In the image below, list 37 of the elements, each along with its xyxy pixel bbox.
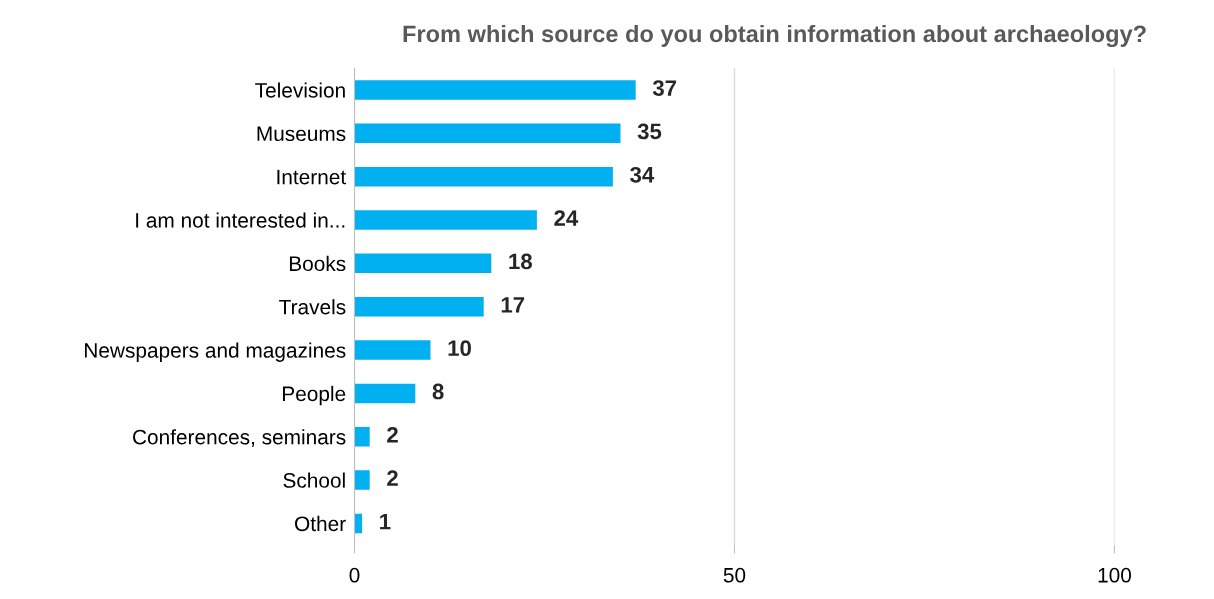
x-tick-label: 50 [723, 567, 746, 583]
data-label: 10 [448, 340, 471, 356]
y-tick-label: Travels [279, 299, 346, 315]
data-label: 2 [387, 426, 398, 443]
bar [354, 383, 416, 404]
y-tick-label: People [283, 385, 346, 406]
y-tick-label: Newspapers and magazines [85, 342, 346, 362]
data-label: 1 [380, 513, 391, 530]
data-label: 8 [432, 383, 444, 400]
bar [354, 426, 370, 447]
bar [354, 470, 370, 490]
y-tick-label: I am not interested in... [136, 212, 345, 228]
data-label: 17 [501, 297, 525, 313]
y-tick-label: Conferences, seminars [133, 429, 346, 447]
y-tick-label: School [283, 472, 345, 488]
data-label: 24 [554, 210, 579, 226]
y-tick-label: Books [289, 255, 346, 272]
x-tick-label: 0 [349, 567, 360, 583]
bar [354, 210, 537, 230]
data-label: 2 [387, 470, 398, 486]
y-tick-label: Internet [277, 169, 347, 185]
data-label: 34 [630, 166, 655, 183]
y-tick-label: Museums [257, 126, 346, 142]
bar [354, 296, 484, 317]
bar [354, 253, 492, 274]
data-label: 37 [652, 80, 677, 96]
y-tick-label: Television [255, 82, 345, 98]
data-label: 35 [637, 123, 662, 140]
bar [354, 513, 363, 534]
bar [354, 166, 613, 187]
bar [354, 80, 636, 100]
y-tick-label: Other [295, 515, 346, 532]
bar [354, 340, 431, 360]
bar [354, 123, 621, 144]
x-tick-label: 100 [1098, 567, 1132, 583]
chart-title: From which source do you obtain information about archaeology? [403, 24, 1146, 47]
data-label: 18 [509, 253, 532, 270]
